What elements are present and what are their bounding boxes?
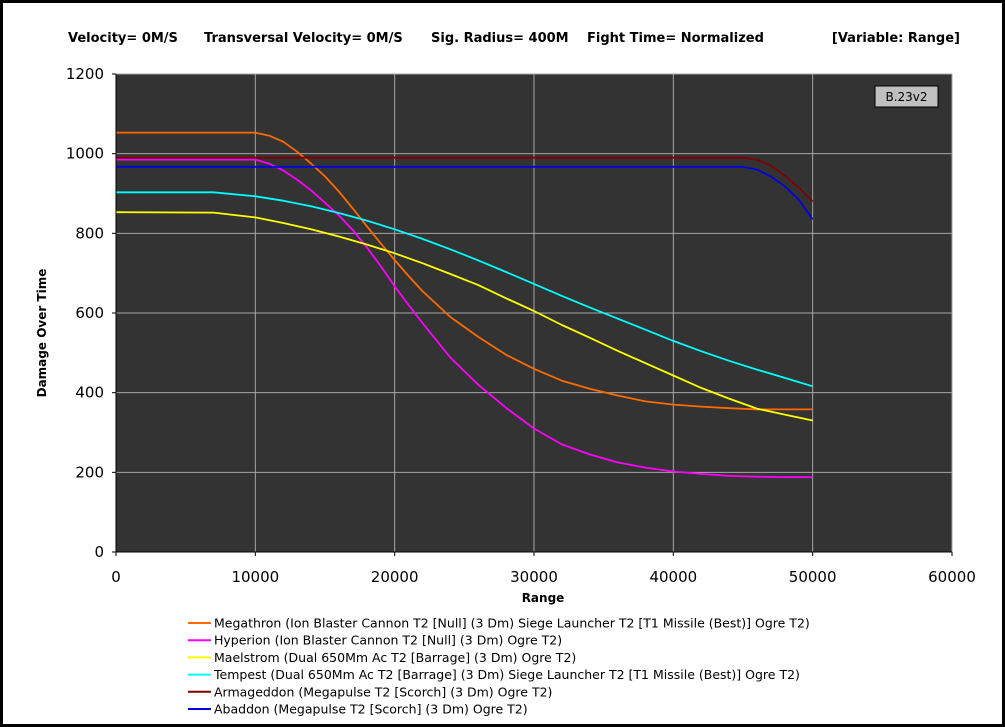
y-tick-label: 1200 (66, 65, 104, 83)
series-line-2 (115, 211, 813, 422)
y-tick-label: 400 (75, 384, 104, 402)
series-line-3 (116, 191, 813, 388)
x-tick-label: 60000 (928, 568, 976, 586)
series-line-5 (116, 165, 814, 220)
version-badge (874, 85, 939, 108)
transversal-velocity-label: Transversal Velocity= 0M/S (204, 31, 403, 46)
y-tick-label: 200 (75, 463, 104, 481)
series-line-4 (116, 156, 814, 203)
variable-label: [Variable: Range] (831, 31, 960, 46)
x-tick-label: 0 (111, 568, 121, 586)
velocity-label: Velocity= 0M/S (68, 31, 178, 46)
legend-label-5: Abaddon (Megapulse T2 [Scorch] (3 Dm) Og… (214, 702, 528, 717)
x-tick-label: 20000 (371, 568, 419, 586)
fight-time-label: Fight Time= Normalized (587, 31, 764, 46)
legend-label-4: Armageddon (Megapulse T2 [Scorch] (3 Dm)… (214, 684, 552, 699)
sig-radius-label: Sig. Radius= 400M (431, 31, 569, 46)
version-badge-text: B.23v2 (885, 90, 927, 104)
x-tick-label: 50000 (789, 568, 837, 586)
x-tick-label: 40000 (649, 568, 697, 586)
legend-label-2: Maelstrom (Dual 650Mm Ac T2 [Barrage] (3… (214, 650, 576, 665)
legend-label-0: Megathron (Ion Blaster Cannon T2 [Null] … (214, 616, 810, 631)
x-tick-label: 30000 (510, 568, 558, 586)
y-tick-label: 0 (94, 543, 104, 561)
x-axis-title: Range (522, 591, 565, 605)
x-tick-label: 10000 (231, 568, 279, 586)
y-tick-label: 1000 (66, 145, 104, 163)
chart-header: Velocity= 0M/S Transversal Velocity= 0M/… (68, 31, 960, 51)
legend-label-3: Tempest (Dual 650Mm Ac T2 [Barrage] (3 D… (213, 667, 800, 682)
y-axis-title: Damage Over Time (35, 269, 49, 398)
legend-label-1: Hyperion (Ion Blaster Cannon T2 [Null] (… (214, 633, 562, 648)
y-tick-label: 600 (75, 304, 104, 322)
series-line-1 (116, 158, 813, 479)
y-tick-label: 800 (75, 224, 104, 242)
